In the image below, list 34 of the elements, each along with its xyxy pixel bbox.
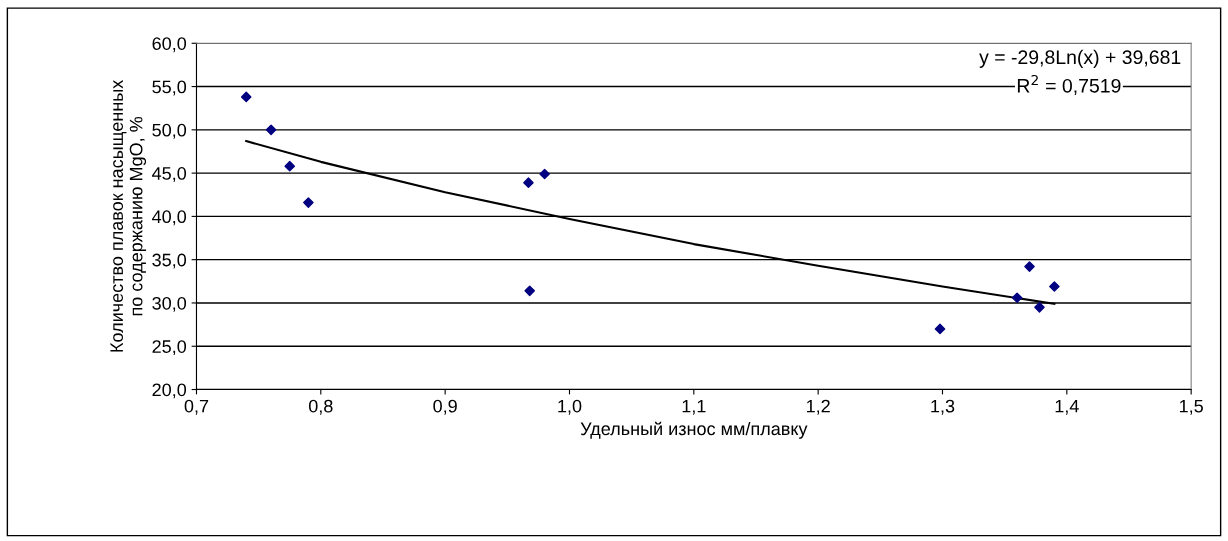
point xyxy=(539,168,550,180)
y-tick-label: 30,0 xyxy=(152,296,187,312)
y-tick-label: 35,0 xyxy=(152,253,187,269)
x-tick-label: 0,7 xyxy=(184,399,209,415)
x-tick-label: 1,2 xyxy=(806,399,830,415)
y-tick-label: 55,0 xyxy=(152,80,187,96)
point xyxy=(1011,292,1023,304)
point xyxy=(524,285,535,297)
point xyxy=(303,197,314,208)
point xyxy=(1034,301,1045,313)
x-tick-label: 0,8 xyxy=(308,399,333,415)
y-tick-label: 60,0 xyxy=(152,37,187,53)
y-axis-title: Количество плавок насыщенных по содержанию MgO, % xyxy=(110,79,147,352)
x-axis-title: Удельный износ мм/плавку xyxy=(580,421,808,439)
point xyxy=(1024,261,1035,272)
annotation: R$^{2}$ = 0,7519 xyxy=(1017,74,1121,95)
x-tick-label: 1,0 xyxy=(558,399,582,415)
x-tick-label: 1,5 xyxy=(1179,399,1203,415)
point xyxy=(265,124,277,136)
x-tick-label: 1,1 xyxy=(682,399,706,415)
x-tick-label: 1,4 xyxy=(1055,399,1079,415)
point xyxy=(240,91,252,103)
point xyxy=(1049,281,1060,292)
y-tick-label: 40,0 xyxy=(152,210,187,226)
y-tick-label: 45,0 xyxy=(152,167,187,182)
point xyxy=(284,160,296,172)
annotation: y = -29,8Ln(x) + 39,681 xyxy=(979,49,1181,68)
y-tick-label: 25,0 xyxy=(152,340,187,356)
y-tick-label: 20,0 xyxy=(152,383,187,399)
x-tick-label: 0,9 xyxy=(433,399,457,415)
point xyxy=(523,177,534,188)
x-tick-label: 1,3 xyxy=(931,399,955,415)
y-tick-label: 50,0 xyxy=(152,123,187,139)
point xyxy=(934,323,946,335)
